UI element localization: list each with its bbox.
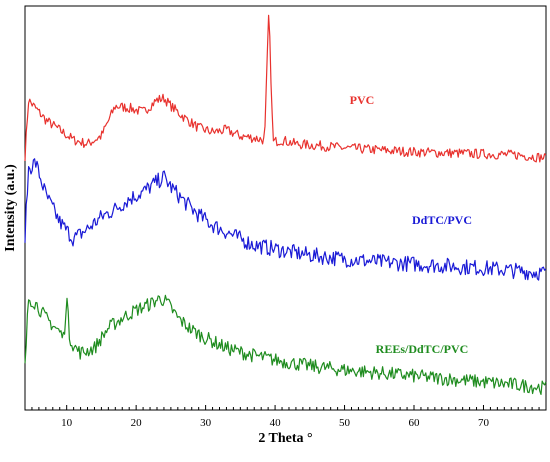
x-tick-label: 40	[270, 417, 282, 429]
series-line-3	[24, 294, 547, 395]
x-tick-label: 20	[131, 417, 143, 429]
x-axis-title: 2 Theta °	[258, 431, 312, 446]
x-tick-label: 10	[61, 417, 73, 429]
x-axis-ticks: 10 20 30 40 50 60 70	[31, 405, 547, 429]
series-labels: PVC DdTC/PVC REEs/DdTC/PVC	[350, 93, 472, 356]
series-line-1	[24, 14, 547, 163]
plot-frame	[24, 5, 547, 411]
x-tick-label: 50	[339, 417, 351, 429]
series-label-1: PVC	[350, 93, 375, 107]
x-tick-label: 30	[200, 417, 212, 429]
x-tick-label: 70	[478, 417, 490, 429]
series-label-2: DdTC/PVC	[412, 213, 472, 227]
y-axis-title: Intensity (a.u.)	[3, 164, 18, 252]
series-line-2	[24, 158, 547, 281]
x-tick-label: 60	[409, 417, 421, 429]
plot-border	[24, 5, 547, 411]
series-label-3: REEs/DdTC/PVC	[376, 342, 469, 356]
series-layer	[24, 14, 547, 395]
